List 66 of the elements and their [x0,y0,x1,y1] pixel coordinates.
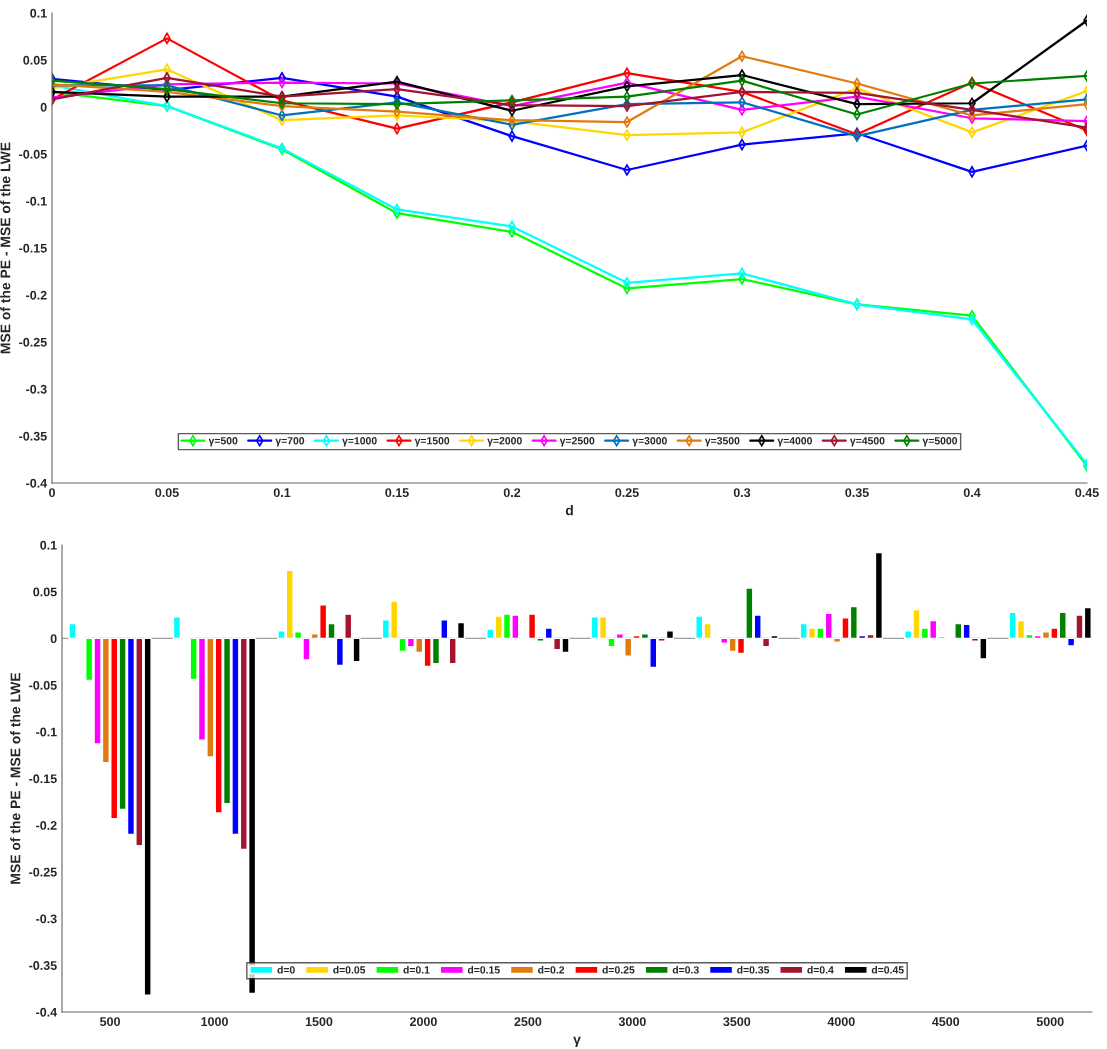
x-tick-label: 0.45 [1075,488,1099,498]
x-tick-label: 3000 [618,1017,646,1027]
legend-label: γ=3500 [704,437,740,447]
legend-label: d=0.05 [333,965,366,974]
x-tick-label: 0.3 [733,488,751,498]
y-tick-label: 0.1 [30,8,47,18]
x-tick-label: 2500 [514,1017,542,1027]
y-tick-label: -0.1 [36,727,57,737]
legend-label: γ=3000 [632,437,667,447]
legend-label: d=0.1 [403,965,430,974]
legend-label: d=0.4 [807,965,834,974]
x-tick-label: 0.1 [273,488,291,498]
y-tick-label: -0.2 [36,821,57,830]
x-tick-label: 0.4 [963,488,981,498]
y-tick-label: -0.15 [29,774,57,784]
legend-label: d=0.25 [602,965,635,974]
x-axis-title: d [565,505,573,516]
legend-label: γ=1000 [342,437,377,447]
y-tick-label: 0 [50,634,57,644]
y-tick-label: -0.35 [19,431,47,441]
legend-label: γ=4000 [777,437,812,447]
x-tick-label: 2000 [409,1017,437,1027]
y-tick-label: -0.25 [29,867,57,877]
legend-label: d=0.3 [672,965,699,974]
y-tick-label: -0.3 [36,914,57,924]
x-tick-label: 1000 [201,1017,228,1027]
legend-label: γ=700 [275,437,305,447]
y-tick-label: -0.35 [29,961,57,970]
y-tick-label: 0.1 [40,540,57,550]
x-axis-title: γ [573,1036,581,1048]
legend-label: γ=2500 [559,437,595,447]
legend-label: γ=5000 [922,437,958,447]
y-axis-title: MSE of the PE - MSE of the LWE [10,672,21,884]
y-tick-label: 0 [40,102,47,112]
y-tick-label: -0.25 [19,337,47,347]
legend-label: γ=4500 [849,437,885,447]
y-tick-label: -0.05 [29,680,57,690]
y-tick-label: 0.05 [23,55,47,65]
legend-label: d=0.35 [737,965,770,974]
y-tick-label: -0.15 [19,243,47,253]
y-tick-label: -0.4 [36,1007,58,1017]
x-tick-label: 5000 [1036,1017,1064,1027]
y-tick-label: -0.2 [26,290,47,300]
legend-label: γ=1500 [414,437,450,447]
legend-label: d=0 [277,965,295,974]
legend-label: γ=2000 [487,437,522,447]
x-tick-label: 3500 [723,1017,751,1027]
legend-label: d=0.15 [467,965,500,974]
x-tick-label: 0.05 [155,488,179,498]
y-tick-label: -0.4 [26,478,48,488]
y-tick-label: -0.05 [19,149,47,159]
x-tick-label: 4500 [932,1017,960,1027]
y-axis-title: MSE of the PE - MSE of the LWE [0,142,11,354]
x-tick-label: 0.15 [385,488,409,498]
y-tick-label: -0.3 [26,384,47,394]
x-tick-label: 1500 [305,1017,333,1027]
y-tick-label: 0.05 [33,587,57,597]
legend-label: γ=500 [208,437,238,447]
x-tick-label: 4000 [827,1017,855,1027]
y-tick-label: -0.1 [26,196,47,206]
legend-label: d=0.45 [871,965,904,974]
x-tick-label: 0.35 [845,488,869,498]
legend-label: d=0.2 [538,965,565,974]
x-tick-label: 0.25 [615,488,639,498]
x-tick-label: 0.2 [503,488,521,498]
x-tick-label: 500 [100,1017,120,1027]
